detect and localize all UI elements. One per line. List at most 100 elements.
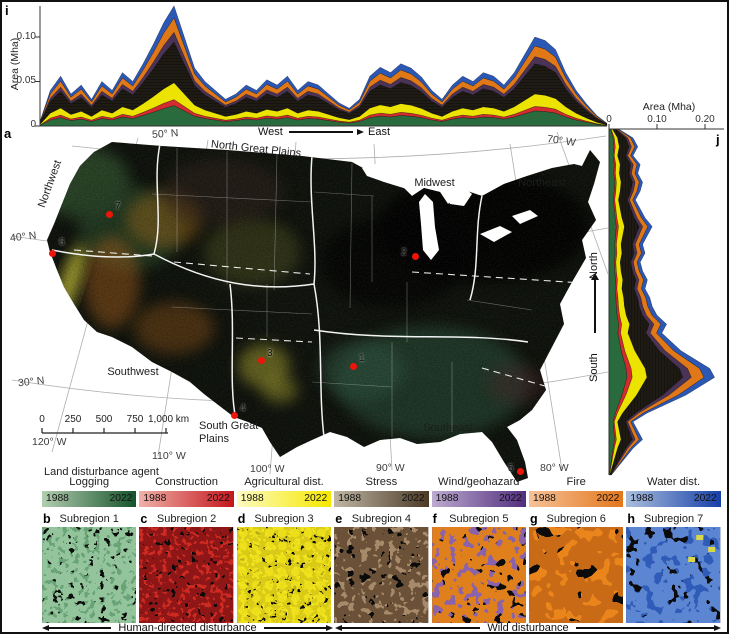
colorbar-year-end: 2022: [206, 493, 230, 504]
subregion-thumbnail-3: [236, 527, 331, 623]
chart-j-xtick-020: 0.20: [695, 114, 715, 125]
wild-disturbance-label: Wild disturbance: [487, 622, 569, 634]
agent-colorbar-agricultural-dist-: 1988 2022: [236, 491, 332, 507]
colorbar-year-start: 1988: [143, 493, 167, 504]
subregion-marker-dot-7: [105, 210, 113, 218]
panel-label-j: j: [716, 132, 720, 147]
subregion-thumbnail-1: [42, 527, 137, 623]
series-water-dist-: [39, 5, 608, 125]
scale-tick-750: 750: [126, 414, 144, 425]
state-boundary-lines: [151, 148, 533, 437]
colorbar-year-start: 1988: [630, 493, 654, 504]
subregion-thumbnail-5: [431, 527, 526, 623]
subregion-marker-label-5: 5: [508, 463, 514, 474]
agent-label-construction: Construction: [155, 476, 218, 488]
subregion-image-2: [139, 527, 234, 623]
chart-i-ytick-010: 0.10: [16, 31, 36, 42]
subregion-marker-label-7: 7: [115, 201, 121, 212]
south-label: South: [588, 353, 600, 382]
west-label: West: [258, 126, 283, 138]
subregion-image-7: [626, 527, 721, 623]
agent-colorbar-logging: 1988 2022: [42, 491, 137, 507]
series-water-dist-: [610, 128, 715, 476]
colorbar-year-end: 2022: [401, 493, 425, 504]
wild-disturbance-arrow: Wild disturbance: [335, 622, 722, 634]
subregion-marker-label-6: 6: [59, 237, 65, 248]
agent-colorbar-fire: 1988 2022: [529, 491, 624, 507]
agent-colorbar-stress: 1988 2022: [334, 491, 429, 507]
scale-bar: [41, 428, 168, 434]
colorbar-year-end: 2022: [693, 493, 717, 504]
dashed-boundary-lines: [73, 249, 599, 389]
arrow-left-icon: [335, 625, 342, 631]
subregion-image-1: [42, 527, 137, 623]
subregion-title-7: Subregion 7: [643, 513, 704, 525]
panel-label-a: a: [4, 126, 12, 141]
scale-tick-1000km: 1,000 km: [148, 414, 190, 425]
colorbar-year-start: 1988: [338, 493, 362, 504]
conus-disturbance-map: [12, 132, 608, 482]
north-arrowhead-icon: [591, 273, 599, 280]
scale-tick-0: 0: [39, 414, 45, 425]
panel-label-e: e: [335, 512, 343, 526]
graticule-label-100w: 100° W: [250, 463, 285, 475]
scale-tick-250: 250: [64, 414, 82, 425]
panel-label-g: g: [530, 512, 538, 526]
agent-label-stress: Stress: [365, 476, 398, 488]
region-label-southwest: Southwest: [107, 366, 159, 378]
subregion-title-3: Subregion 3: [254, 513, 314, 525]
graticule-label-80w: 80° W: [540, 462, 569, 474]
chart-j-xtick-010: 0.10: [647, 114, 667, 125]
agent-colorbar-wind-geohazard: 1988 2022: [431, 491, 526, 507]
agent-colorbar-water-dist-: 1988 2022: [626, 491, 721, 507]
arrow-left-icon: [42, 625, 49, 631]
north-south-arrow-line: [594, 279, 596, 333]
subregion-title-6: Subregion 6: [546, 513, 606, 525]
arrow-right-icon: [714, 625, 722, 631]
subregion-image-5: [431, 527, 526, 623]
subregion-title-5: Subregion 5: [449, 513, 509, 525]
graticule-label-90w: 90° W: [376, 462, 405, 474]
agent-colorbar-construction: 1988 2022: [139, 491, 234, 507]
colorbar-year-end: 2022: [499, 493, 522, 504]
graticule-label-110w: 110° W: [152, 450, 186, 462]
subregion-thumbnail-4: [334, 527, 429, 623]
chart-i-ytick-005: 0.05: [16, 75, 36, 86]
legend-title: Land disturbance agent: [44, 466, 159, 478]
panel-label-i: i: [5, 3, 9, 18]
subregion-image-4: [334, 527, 429, 623]
agent-label-water-dist-: Water dist.: [647, 476, 701, 488]
chart-north-south-profile: [608, 124, 724, 476]
colorbar-year-end: 2022: [304, 493, 328, 504]
colorbar-year-start: 1988: [46, 493, 69, 504]
subregion-image-6: [529, 527, 624, 623]
chart-j-xtick-0: 0: [606, 114, 612, 125]
chart-west-east-profile: [35, 5, 608, 127]
subregion-image-3: [236, 527, 331, 623]
panel-label-b: b: [43, 512, 51, 526]
graticule-label-50n: 50° N: [151, 127, 179, 141]
region-label-northeast: Northeast: [518, 177, 566, 189]
region-label-south-great-plains: South Great Plains: [199, 420, 259, 446]
subregion-marker-dot-3: [257, 356, 265, 364]
subregion-title-4: Subregion 4: [351, 513, 412, 525]
panel-label-c: c: [140, 512, 148, 526]
subregion-marker-dot-1: [349, 362, 357, 370]
scale-tick-500: 500: [95, 414, 113, 425]
west-east-arrow-line: [288, 131, 353, 133]
panel-label-f: f: [432, 512, 437, 526]
subregion-marker-label-3: 3: [267, 348, 273, 359]
strata-texture: [609, 129, 683, 475]
colorbar-year-start: 1988: [533, 493, 556, 504]
arrow-right-icon: [326, 625, 333, 631]
graticule-label-120w: 120° W: [32, 436, 67, 448]
subregion-marker-label-1: 1: [359, 353, 365, 364]
subregion-thumbnail-6: [529, 527, 624, 623]
colorbar-year-start: 1988: [240, 493, 264, 504]
great-lakes: [362, 162, 538, 260]
subregion-marker-dot-5: [516, 467, 524, 475]
human-directed-disturbance-arrow: Human-directed disturbance: [42, 622, 333, 632]
subregion-marker-dot-6: [48, 249, 56, 257]
subregion-title-2: Subregion 2: [156, 513, 217, 525]
subregion-marker-dot-2: [411, 252, 419, 260]
